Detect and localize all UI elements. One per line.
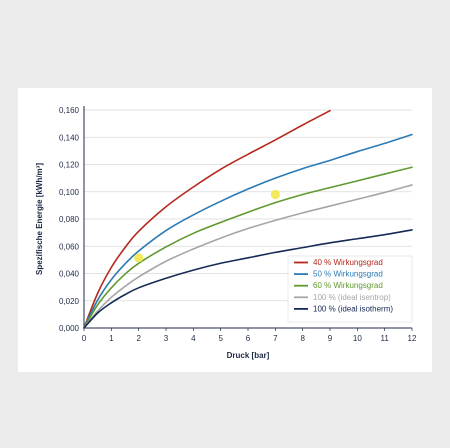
y-tick-label: 0,160 [59, 106, 80, 115]
grid-lines [84, 109, 412, 302]
legend-label: 100 % (ideal isotherm) [313, 304, 393, 313]
legend-label: 60 % Wirkungsgrad [313, 281, 383, 290]
y-tick-label: 0,020 [59, 297, 80, 306]
legend-label-prefix: 60 % [313, 281, 333, 290]
x-tick-label: 12 [408, 334, 417, 343]
series-line-4 [83, 184, 413, 329]
y-tick-label: 0,100 [59, 188, 80, 197]
legend-label: 40 % Wirkungsgrad [313, 258, 383, 267]
legend-label-prefix: 50 % [313, 270, 333, 279]
x-tick-label: 11 [381, 334, 390, 343]
legend-box [287, 255, 413, 323]
axes [83, 106, 413, 331]
legend-label-prefix: 100 % [313, 293, 338, 302]
energy-pressure-chart: 0,000 0,020 0,040 0,060 0,080 0,100 0,120 0,140… [35, 106, 417, 360]
highlight-point [270, 189, 280, 200]
legend-label: 100 % (ideal isentrop) [313, 293, 391, 302]
y-tick-label: 0,000 [59, 324, 80, 333]
legend-label-suffix: Wirkungsgrad [333, 258, 382, 267]
chart-card: 0,000 0,020 0,040 0,060 0,080 0,100 0,120 0,140… [18, 88, 432, 372]
legend-label-prefix: 100 % [313, 304, 338, 313]
legend-label-suffix: (ideal isotherm) [338, 304, 393, 313]
x-tick-label: 2 [136, 334, 141, 343]
series-line-2 [83, 133, 413, 329]
y-tick-label: 0,060 [59, 242, 80, 251]
series-lines [83, 109, 413, 329]
y-tick-label: 0,080 [59, 215, 80, 224]
x-tick-label: 7 [273, 334, 278, 343]
series-line-5 [83, 229, 413, 329]
legend-label-suffix: Wirkungsgrad [333, 281, 382, 290]
x-tick-label: 9 [328, 334, 333, 343]
legend-label-prefix: 40 % [313, 258, 333, 267]
x-tick-label: 6 [246, 334, 251, 343]
highlight-point [134, 253, 144, 263]
y-tick-label: 0,140 [59, 133, 80, 142]
x-tick-label: 1 [109, 334, 114, 343]
x-tick-label: 0 [82, 334, 87, 343]
legend-label-suffix: Wirkungsgrad [333, 270, 382, 279]
tick-labels: 0,000 0,020 0,040 0,060 0,080 0,100 0,120 0,140… [59, 106, 417, 343]
legend-label-suffix: (ideal isentrop) [338, 293, 391, 302]
x-tick-label: 4 [191, 334, 196, 343]
series-line-3 [83, 166, 413, 329]
legend-label: 50 % Wirkungsgrad [313, 270, 383, 279]
x-tick-label: 5 [218, 334, 223, 343]
series-line-1 [83, 109, 331, 329]
y-tick-label: 0,040 [59, 270, 80, 279]
highlight-points [134, 189, 280, 263]
x-axis-title: Druck [bar] [227, 351, 270, 360]
x-tick-label: 3 [164, 334, 169, 343]
y-tick-label: 0,120 [59, 161, 80, 170]
y-axis-title: Spezifische Energie [kWh/m³] [35, 163, 44, 275]
x-tick-label: 10 [353, 334, 362, 343]
x-tick-label: 8 [300, 334, 305, 343]
